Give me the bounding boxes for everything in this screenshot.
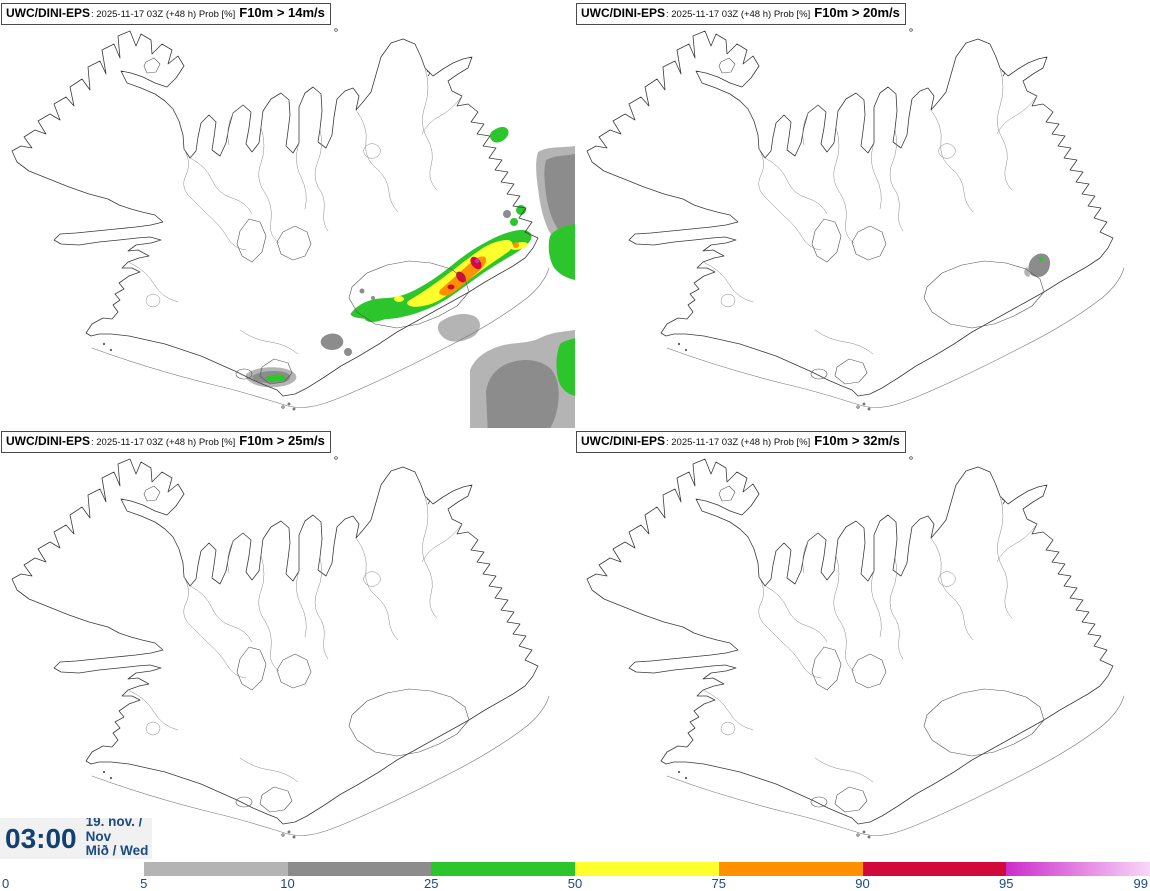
colorbar-segment-10-25 bbox=[287, 862, 432, 876]
tick-0: 0 bbox=[2, 876, 10, 891]
model-name: UWC/DINI-EPS bbox=[581, 6, 665, 20]
colorbar-segment-25-50 bbox=[431, 862, 575, 876]
colorbar-segment-90-95 bbox=[862, 862, 1007, 876]
run-info: : 2025-11-17 03Z (+48 h) Prob [%] bbox=[91, 437, 236, 448]
colorbar-segment-75-90 bbox=[718, 862, 863, 876]
threshold-label: F10m > 20m/s bbox=[814, 5, 900, 20]
colorbar-tick-labels: 0 5 10 25 50 75 90 95 99 bbox=[0, 876, 1150, 891]
threshold-label: F10m > 14m/s bbox=[239, 5, 325, 20]
map-iceland-25ms bbox=[11, 456, 550, 839]
run-info: : 2025-11-17 03Z (+48 h) Prob [%] bbox=[666, 9, 811, 20]
panel-title: UWC/DINI-EPS: 2025-11-17 03Z (+48 h) Pro… bbox=[1, 3, 331, 25]
panel-title: UWC/DINI-EPS: 2025-11-17 03Z (+48 h) Pro… bbox=[576, 3, 906, 25]
colorbar-segment-5-10 bbox=[143, 862, 288, 876]
tick-99: 99 bbox=[1133, 876, 1148, 891]
map-iceland-32ms bbox=[586, 456, 1125, 839]
tick-25: 25 bbox=[424, 876, 439, 891]
model-name: UWC/DINI-EPS bbox=[6, 6, 90, 20]
model-name: UWC/DINI-EPS bbox=[6, 434, 90, 448]
panel-title: UWC/DINI-EPS: 2025-11-17 03Z (+48 h) Pro… bbox=[1, 431, 331, 453]
threshold-label: F10m > 32m/s bbox=[814, 433, 900, 448]
run-info: : 2025-11-17 03Z (+48 h) Prob [%] bbox=[91, 9, 236, 20]
tick-90: 90 bbox=[855, 876, 870, 891]
panel-title: UWC/DINI-EPS: 2025-11-17 03Z (+48 h) Pro… bbox=[576, 431, 906, 453]
tick-5: 5 bbox=[140, 876, 148, 891]
colorbar-segment-95-99 bbox=[1006, 862, 1150, 876]
probability-colorbar bbox=[0, 862, 1150, 876]
panel-prob-gt-25ms: UWC/DINI-EPS: 2025-11-17 03Z (+48 h) Pro… bbox=[0, 428, 575, 856]
valid-date: 19. nóv. / Nov Mið / Wed bbox=[86, 818, 149, 859]
tick-10: 10 bbox=[280, 876, 295, 891]
map-iceland-20ms bbox=[586, 28, 1125, 411]
valid-date-line3: Mið / Wed bbox=[85, 843, 149, 859]
valid-time: 03:00 bbox=[5, 822, 77, 854]
tick-50: 50 bbox=[567, 876, 583, 891]
panel-prob-gt-20ms: UWC/DINI-EPS: 2025-11-17 03Z (+48 h) Pro… bbox=[575, 0, 1150, 428]
tick-95: 95 bbox=[999, 876, 1014, 891]
valid-date-line2: Nov bbox=[85, 828, 112, 844]
map-iceland-14ms bbox=[11, 28, 575, 428]
model-name: UWC/DINI-EPS bbox=[581, 434, 665, 448]
colorbar-segment-0-5 bbox=[0, 862, 144, 876]
run-info: : 2025-11-17 03Z (+48 h) Prob [%] bbox=[666, 437, 811, 448]
valid-date-line1: 19. nóv. / bbox=[85, 818, 143, 830]
panel-prob-gt-14ms: UWC/DINI-EPS: 2025-11-17 03Z (+48 h) Pro… bbox=[0, 0, 575, 428]
threshold-label: F10m > 25m/s bbox=[239, 433, 325, 448]
valid-time-box: 03:00 19. nóv. / Nov Mið / Wed bbox=[0, 818, 152, 859]
panel-prob-gt-32ms: UWC/DINI-EPS: 2025-11-17 03Z (+48 h) Pro… bbox=[575, 428, 1150, 856]
colorbar-segment-50-75 bbox=[575, 862, 719, 876]
tick-75: 75 bbox=[711, 876, 726, 891]
